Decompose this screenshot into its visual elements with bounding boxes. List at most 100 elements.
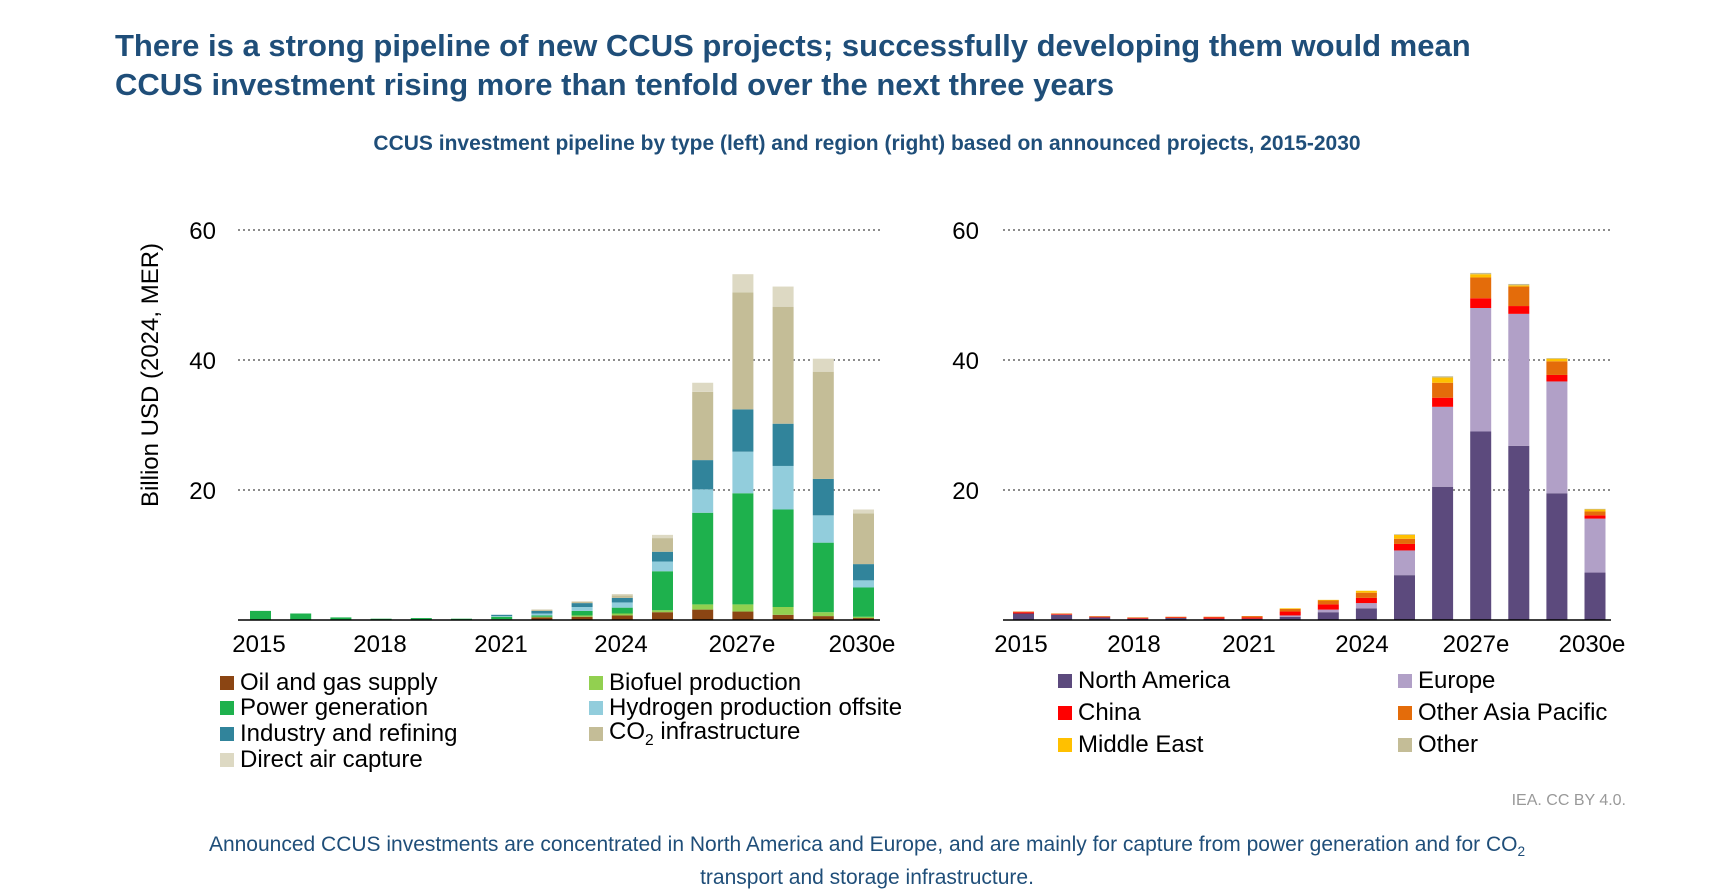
- bar-segment-middle-east-2029e: [1546, 358, 1568, 362]
- x-tick-label: 2027e: [1443, 631, 1510, 658]
- bar-segment-china-2027e: [1470, 298, 1492, 308]
- bar-segment-china-2029e: [1546, 374, 1568, 382]
- bar-segment-oil-and-gas-supply-2027e: [732, 611, 754, 620]
- bar-segment-other-asia-pacific-2021: [1241, 616, 1263, 618]
- bar-segment-china-2019: [1165, 617, 1187, 619]
- bar-segment-power-generation-2024: [611, 607, 633, 614]
- bar-segment-power-generation-2030e: [853, 587, 874, 617]
- x-tick-label: 2021: [474, 631, 527, 658]
- bar-segment-biofuel-production-2030e: [853, 616, 874, 619]
- legend-item-biofuel: Biofuel production: [589, 669, 802, 696]
- y-tick-label: 20: [189, 478, 216, 505]
- bar-segment-oil-and-gas-supply-2024: [611, 615, 633, 620]
- bar-segment-power-generation-2015: [250, 610, 271, 620]
- bar-segment-oil-and-gas-supply-2022: [531, 617, 553, 620]
- source-credit: IEA. CC BY 4.0.: [1511, 792, 1626, 809]
- y-tick-label: 60: [189, 218, 216, 245]
- bar-segment-power-generation-2028e: [772, 509, 794, 607]
- bar-segment-other-2027e: [1470, 272, 1492, 275]
- legend-swatch: [589, 727, 603, 741]
- bar-segment-oil-and-gas-supply-2023: [571, 616, 593, 620]
- bar-segment-other-asia-pacific-2024: [1355, 592, 1377, 598]
- bar-segment-industry-and-refining-2024: [611, 597, 633, 603]
- bar-segment-europe-2028e: [1508, 313, 1530, 446]
- headline: There is a strong pipeline of new CCUS p…: [115, 26, 1635, 104]
- bar-segment-middle-east-2023: [1317, 599, 1339, 601]
- bar-segment-power-generation-2029e: [812, 542, 834, 613]
- legend-swatch: [1398, 674, 1412, 688]
- bar-segment-china-2024: [1355, 597, 1377, 604]
- bar-segment-biofuel-production-2025: [652, 610, 673, 613]
- legend-label: Oil and gas supply: [240, 669, 438, 696]
- bar-segment-direct-air-capture-2030e: [853, 509, 874, 514]
- legend-label: Other Asia Pacific: [1418, 699, 1608, 726]
- bar-segment-other-asia-pacific-2019: [1165, 616, 1187, 618]
- bar-segment-other-2029e: [1546, 358, 1568, 359]
- bar-segment-china-2016: [1051, 614, 1073, 615]
- bar-segment-co2-infrastructure-2027e: [732, 292, 754, 410]
- bar-segment-middle-east-2027e: [1470, 274, 1492, 278]
- bar-segment-hydrogen-production-offsite-2023: [571, 607, 593, 611]
- footer-caption: Announced CCUS investments are concentra…: [0, 832, 1734, 891]
- bar-segment-other-asia-pacific-2029e: [1546, 361, 1568, 375]
- bar-segment-north-america-2026: [1432, 486, 1454, 620]
- bar-segment-other-asia-pacific-2018: [1127, 617, 1149, 619]
- bar-segment-hydrogen-production-offsite-2027e: [732, 451, 754, 494]
- footer-line-2: transport and storage infrastructure.: [700, 866, 1034, 890]
- legend-swatch: [589, 676, 603, 690]
- bar-segment-co2-infrastructure-2022: [531, 609, 553, 611]
- bar-segment-china-2026: [1432, 397, 1454, 407]
- bar-segment-europe-2029e: [1546, 381, 1568, 494]
- bar-segment-north-america-2017: [1089, 617, 1111, 620]
- bar-segment-north-america-2023: [1317, 612, 1339, 620]
- bar-segment-co2-infrastructure-2028e: [772, 306, 794, 424]
- bar-segment-industry-and-refining-2026: [692, 460, 714, 490]
- bar-segment-north-america-2029e: [1546, 493, 1568, 620]
- bar-segment-europe-2026: [1432, 406, 1454, 487]
- legend-swatch: [220, 701, 234, 715]
- bar-segment-power-generation-2019: [410, 618, 432, 620]
- bar-segment-other-asia-pacific-2020: [1203, 616, 1225, 618]
- bar-segment-direct-air-capture-2029e: [812, 358, 834, 372]
- bar-segment-other-asia-pacific-2023: [1317, 600, 1339, 605]
- x-tick-label: 2018: [1107, 631, 1160, 658]
- legend-label: Biofuel production: [609, 669, 802, 696]
- x-tick-label: 2030e: [1559, 631, 1626, 658]
- legend-item-other-asia-pacific: Other Asia Pacific: [1398, 699, 1608, 726]
- bar-segment-industry-and-refining-2025: [652, 551, 673, 562]
- legend-item-oil-gas: Oil and gas supply: [220, 669, 438, 696]
- bar-segment-industry-and-refining-2030e: [853, 564, 874, 581]
- x-tick-label: 2030e: [829, 631, 896, 658]
- x-tick-label: 2015: [994, 631, 1047, 658]
- bar-segment-other-asia-pacific-2017: [1089, 616, 1111, 617]
- legend-swatch: [220, 727, 234, 741]
- bar-segment-other-asia-pacific-2022: [1279, 608, 1301, 612]
- bar-segment-middle-east-2028e: [1508, 285, 1530, 287]
- bar-segment-power-generation-2021: [491, 616, 513, 620]
- chart-subtitle: CCUS investment pipeline by type (left) …: [373, 132, 1361, 155]
- bar-segment-china-2028e: [1508, 306, 1530, 314]
- bar-segment-china-2015: [1013, 612, 1034, 614]
- headline-line-2: CCUS investment rising more than tenfold…: [115, 67, 1115, 102]
- bar-segment-other-asia-pacific-2026: [1432, 382, 1454, 398]
- bar-segment-biofuel-production-2023: [571, 615, 593, 617]
- bar-segment-middle-east-2025: [1394, 534, 1415, 539]
- bar-segment-hydrogen-production-offsite-2030e: [853, 580, 874, 588]
- bar-segment-other-asia-pacific-2028e: [1508, 286, 1530, 307]
- y-axis-title: Billion USD (2024, MER): [137, 243, 164, 507]
- bar-segment-oil-and-gas-supply-2026: [692, 609, 714, 620]
- bar-segment-north-america-2019: [1165, 618, 1187, 620]
- bar-segment-north-america-2022: [1279, 616, 1301, 620]
- bar-segment-europe-2025: [1394, 550, 1415, 576]
- bar-segment-industry-and-refining-2028e: [772, 423, 794, 466]
- legend-item-co2-infrastructure: CO2 infrastructure: [589, 718, 800, 749]
- legend-swatch: [589, 701, 603, 715]
- bar-segment-biofuel-production-2028e: [772, 607, 794, 615]
- bar-segment-biofuel-production-2022: [531, 616, 553, 618]
- bar-segment-europe-2030e: [1584, 518, 1606, 573]
- bar-segment-middle-east-2026: [1432, 377, 1454, 383]
- legend-item-industry: Industry and refining: [220, 720, 457, 747]
- bar-segment-other-asia-pacific-2027e: [1470, 277, 1492, 299]
- legend-label: Other: [1418, 731, 1479, 758]
